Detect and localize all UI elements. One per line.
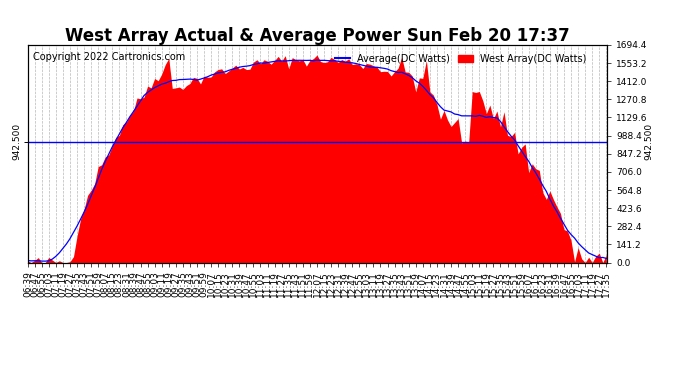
Text: Copyright 2022 Cartronics.com: Copyright 2022 Cartronics.com	[33, 51, 186, 62]
Text: 942.500: 942.500	[13, 123, 22, 160]
Legend: Average(DC Watts), West Array(DC Watts): Average(DC Watts), West Array(DC Watts)	[331, 50, 591, 68]
Title: West Array Actual & Average Power Sun Feb 20 17:37: West Array Actual & Average Power Sun Fe…	[65, 27, 570, 45]
Text: 942.500: 942.500	[645, 123, 654, 160]
